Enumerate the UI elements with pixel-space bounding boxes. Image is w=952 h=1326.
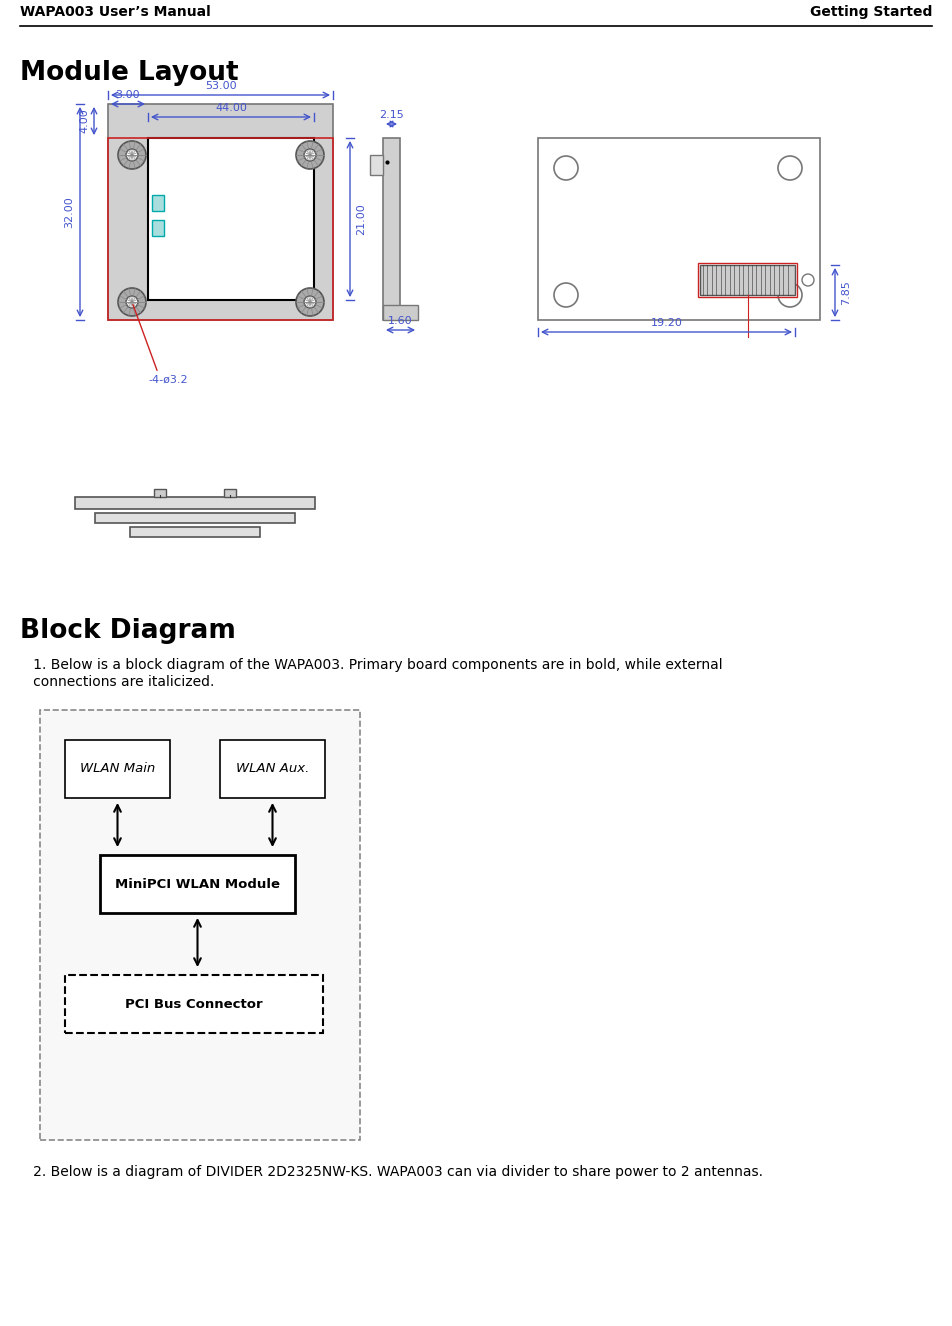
Text: Getting Started: Getting Started [809, 5, 932, 19]
Bar [154, 489, 166, 497]
Circle shape [118, 288, 146, 316]
Bar [108, 103, 333, 320]
Text: 2.15: 2.15 [379, 110, 404, 119]
Text: 7.85: 7.85 [841, 280, 851, 305]
Circle shape [304, 296, 316, 308]
Circle shape [304, 149, 316, 160]
Bar [538, 138, 820, 320]
Bar [75, 497, 315, 509]
Circle shape [118, 141, 146, 168]
Text: Block Diagram: Block Diagram [20, 618, 236, 644]
Bar [148, 138, 314, 300]
Circle shape [126, 296, 138, 308]
Text: MiniPCI WLAN Module: MiniPCI WLAN Module [115, 878, 280, 891]
Bar [383, 138, 400, 320]
Circle shape [126, 149, 138, 160]
Bar [370, 155, 383, 175]
Text: 53.00: 53.00 [205, 81, 236, 91]
Bar [224, 489, 236, 497]
Bar [152, 195, 164, 211]
Circle shape [296, 288, 324, 316]
Bar [383, 305, 418, 320]
Bar [108, 138, 333, 320]
Bar [95, 513, 295, 522]
Bar [700, 265, 795, 294]
Text: WAPA003 User’s Manual: WAPA003 User’s Manual [20, 5, 210, 19]
Bar [698, 263, 797, 297]
Bar [130, 526, 260, 537]
Text: WLAN Main: WLAN Main [80, 762, 155, 776]
Bar [220, 740, 325, 798]
Text: PCI Bus Connector: PCI Bus Connector [125, 997, 263, 1010]
Bar [40, 709, 360, 1140]
Text: 19.20: 19.20 [650, 318, 683, 328]
Bar [65, 740, 170, 798]
Text: 2. Below is a diagram of DIVIDER 2D2325NW-KS. WAPA003 can via divider to share p: 2. Below is a diagram of DIVIDER 2D2325N… [20, 1166, 763, 1179]
Bar [152, 220, 164, 236]
Bar [100, 855, 295, 914]
Text: 1.60: 1.60 [387, 316, 412, 326]
Text: 32.00: 32.00 [64, 196, 74, 228]
Text: 3.00: 3.00 [116, 90, 140, 99]
Text: 44.00: 44.00 [215, 103, 247, 113]
Text: connections are italicized.: connections are italicized. [20, 675, 214, 690]
Text: 21.00: 21.00 [356, 203, 366, 235]
Circle shape [296, 141, 324, 168]
Text: 1. Below is a block diagram of the WAPA003. Primary board components are in bold: 1. Below is a block diagram of the WAPA0… [20, 658, 723, 672]
Bar [65, 975, 323, 1033]
Text: 4.00: 4.00 [79, 109, 89, 134]
Text: Module Layout: Module Layout [20, 60, 239, 86]
Text: WLAN Aux.: WLAN Aux. [236, 762, 309, 776]
Text: -4-ø3.2: -4-ø3.2 [148, 375, 188, 385]
